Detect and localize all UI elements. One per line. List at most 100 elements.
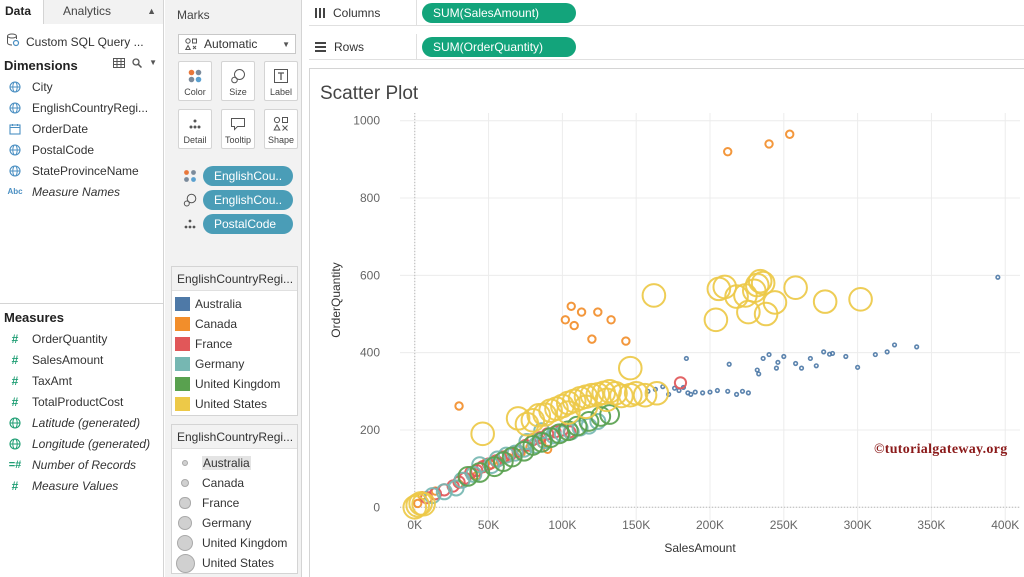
columns-icon [315,8,325,18]
size-legend-label: Australia [202,456,251,470]
y-tick-label: 600 [360,268,380,282]
dimension-field-label: PostalCode [32,142,95,157]
scatter-point [641,283,667,308]
dimension-list: City EnglishCountryRegi... OrderDate Postal… [0,76,163,202]
dimension-field-label: StateProvinceName [32,163,139,178]
color-button[interactable]: Color [178,61,212,101]
color-legend-item[interactable]: United States [172,394,297,414]
color-swatch [175,397,190,411]
scatter-point [884,349,890,355]
size-legend-item[interactable]: Canada [172,473,297,493]
menu-caret-icon[interactable]: ▼ [149,58,157,67]
tooltip-button[interactable]: Tooltip [221,109,255,149]
size-legend-item[interactable]: France [172,493,297,513]
color-legend-item[interactable]: France [172,334,297,354]
tab-scroll-icon[interactable]: ▲ [147,6,156,16]
datasource-item[interactable]: Custom SQL Query ... [0,24,163,52]
size-dot-icon [175,553,195,573]
x-tick-label: 150K [622,518,650,532]
x-tick-label: 50K [478,518,499,532]
scatter-point [660,384,666,390]
dimension-field[interactable]: EnglishCountryRegi... [0,97,163,118]
measure-field[interactable]: # SalesAmount [0,349,163,370]
tab-data[interactable]: Data [0,0,44,24]
measure-field[interactable]: # TotalProductCost [0,391,163,412]
size-legend-label: United Kingdom [202,536,288,550]
dimension-field[interactable]: StateProvinceName [0,160,163,181]
columns-shelf[interactable]: Columns SUM(SalesAmount) [309,0,1024,26]
automatic-mark-icon [185,37,198,51]
watermark: ©tutorialgateway.org [874,442,1008,457]
tooltip-icon [231,118,245,131]
x-tick-label: 200K [696,518,724,532]
scatter-point [594,387,619,413]
measure-field-label: Measure Values [32,478,119,493]
measure-field[interactable]: # Measure Values [0,475,163,496]
size-legend-item[interactable]: Germany [172,513,297,533]
measure-field[interactable]: Longitude (generated) [0,433,163,454]
scatter-point [540,427,561,449]
scatter-point [569,320,579,331]
detail-button[interactable]: Detail [178,109,212,149]
color-legend-item[interactable]: Germany [172,354,297,374]
dimension-field[interactable]: OrderDate [0,118,163,139]
color-field-pill[interactable]: EnglishCou.. [203,166,293,186]
scatter-point [553,425,571,443]
pane-tabs: Data Analytics ▲ [0,0,163,24]
scatter-point [518,433,536,451]
size-dot-wrap [175,513,195,533]
tab-analytics-label: Analytics [63,4,112,18]
scatter-point [587,334,597,344]
rows-shelf[interactable]: Rows SUM(OrderQuantity) [309,34,1024,60]
scatter-point [617,355,643,381]
scatter-point [766,351,772,358]
scatter-point [505,406,531,431]
color-legend-title[interactable]: EnglishCountryRegi... [172,267,297,291]
size-dot-icon [179,497,191,509]
size-legend-label: France [202,496,240,510]
dimension-field[interactable]: City [0,76,163,97]
color-icon [188,69,202,83]
measure-field[interactable]: # TaxAmt [0,370,163,391]
size-legend-title[interactable]: EnglishCountryRegi... [172,425,297,449]
label-icon [274,69,288,83]
color-legend-item[interactable]: United Kingdom [172,374,297,394]
color-legend-item[interactable]: Canada [172,314,297,334]
size-dot-icon [176,534,194,552]
color-legend-label: France [195,337,233,351]
scatter-point [739,388,746,394]
view-data-icon[interactable] [113,58,126,71]
tab-analytics[interactable]: Analytics ▲ [44,0,163,24]
scatter-point [454,401,464,411]
columns-pill[interactable]: SUM(SalesAmount) [422,3,576,23]
size-field-pill[interactable]: EnglishCou.. [203,190,293,210]
scatter-point [726,361,732,367]
search-icon[interactable] [132,58,143,71]
scatter-point [754,367,760,373]
rows-shelf-label: Rows [309,34,417,60]
measure-field[interactable]: Latitude (generated) [0,412,163,433]
size-icon [231,69,245,84]
marks-card: Marks Automatic ▼ Color Size Label [171,0,298,260]
scatter-point [745,390,751,396]
dimension-field[interactable]: Abc Measure Names [0,181,163,202]
measure-field[interactable]: # OrderQuantity [0,328,163,349]
color-legend-label: United States [195,397,268,411]
dimension-field[interactable]: PostalCode [0,139,163,160]
rows-pill[interactable]: SUM(OrderQuantity) [422,37,576,57]
scatter-point [714,387,720,394]
measure-field[interactable]: =# Number of Records [0,454,163,475]
detail-field-pill[interactable]: PostalCode [203,214,293,234]
color-pill-row: EnglishCou.. [181,166,293,186]
mark-type-dropdown[interactable]: Automatic ▼ [178,34,296,54]
y-tick-label: 0 [373,500,380,514]
color-legend-item[interactable]: Australia [172,294,297,314]
shape-button[interactable]: Shape [264,109,298,149]
size-legend-item[interactable]: United States [172,553,297,573]
size-dot-wrap [175,493,195,513]
x-tick-label: 250K [770,518,798,532]
size-legend-item[interactable]: Australia [172,453,297,473]
size-legend-item[interactable]: United Kingdom [172,533,297,553]
size-button[interactable]: Size [221,61,255,101]
label-button[interactable]: Label [264,61,298,101]
